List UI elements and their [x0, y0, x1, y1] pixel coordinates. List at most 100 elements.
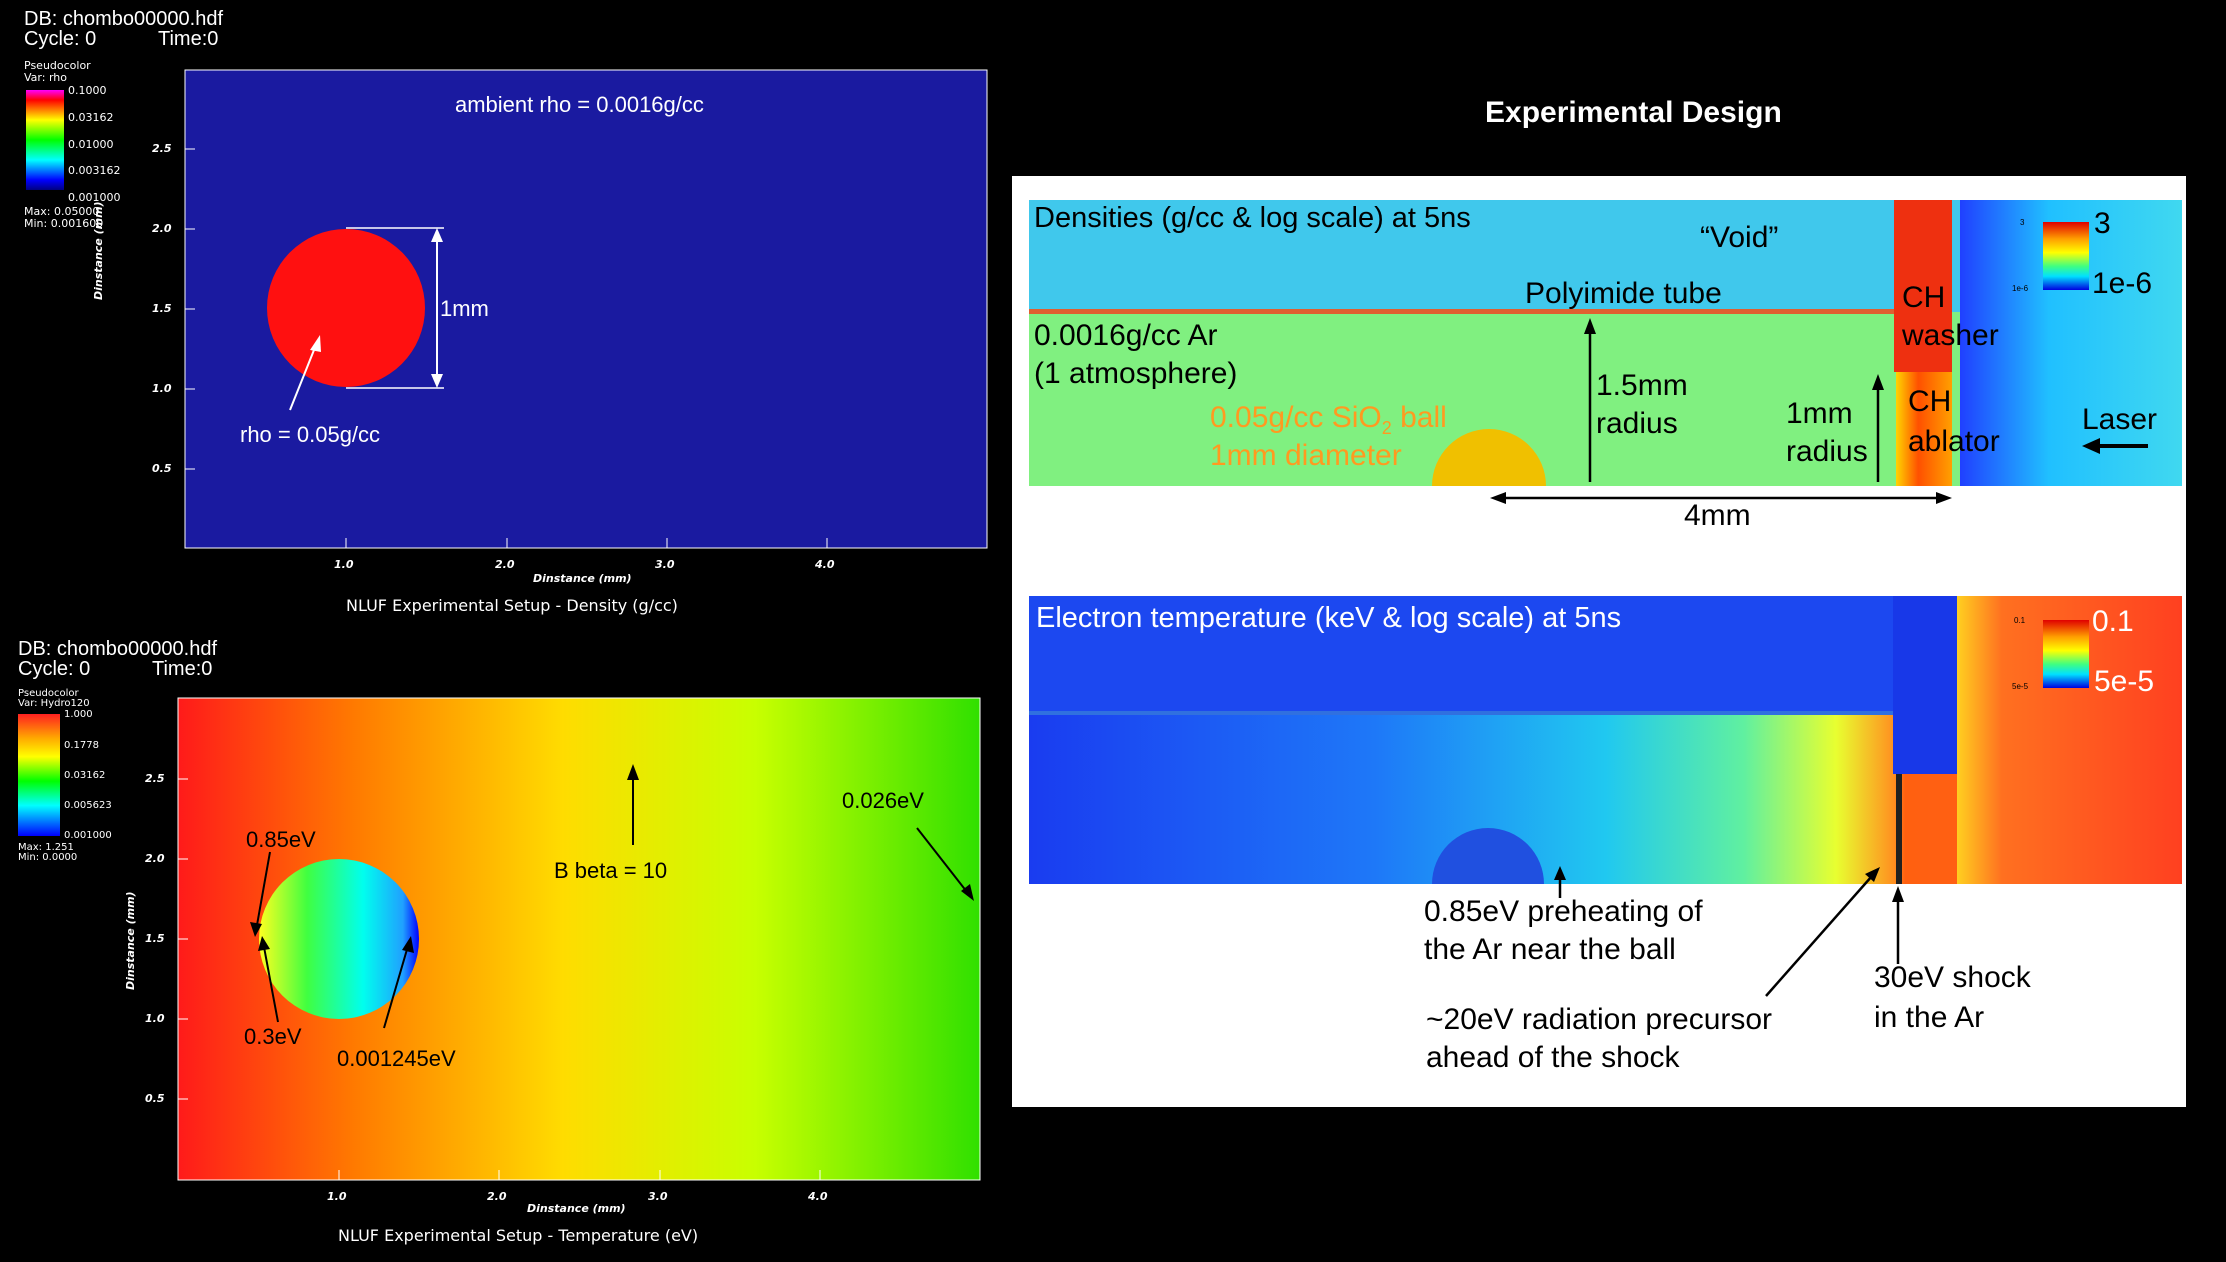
rho-arrow: [289, 344, 317, 411]
y-tick: 2.0: [145, 852, 165, 865]
arrowhead-icon: [961, 884, 974, 901]
size-label: 1mm: [440, 296, 489, 321]
x-tick: 4.0: [815, 558, 835, 571]
y-tick: 1.0: [152, 382, 172, 395]
legend-tick: 0.01000: [68, 138, 114, 151]
legend-tick: 0.005623: [64, 800, 112, 811]
t085-arrow: [256, 851, 271, 926]
temperature-scale-small-top: 0.1: [2014, 616, 2026, 625]
y-axis-ticks: [178, 778, 188, 1100]
legend-tick: 0.03162: [68, 111, 114, 124]
legend-tick: 0.001000: [68, 191, 121, 204]
x-tick: 4.0: [808, 1190, 828, 1203]
density-scale-top: 3: [2094, 207, 2111, 240]
washer-temp: [1893, 596, 1957, 774]
preheat-label-2: the Ar near the ball: [1424, 933, 1676, 966]
density-heading: Densities (g/cc & log scale) at 5ns: [1034, 202, 1471, 234]
arrowhead-icon: [431, 228, 443, 242]
arrowhead-icon: [310, 335, 321, 352]
x-tick: 1.0: [334, 558, 354, 571]
washer-label-1: CH: [1902, 281, 1946, 314]
db-label: DB: chombo00000.hdf: [18, 638, 218, 660]
ablator-label-1: CH: [1908, 385, 1952, 418]
density-scale-small-top: 3: [2020, 218, 2025, 227]
legend-tick: 0.003162: [68, 164, 121, 177]
ch-washer: [1894, 200, 1952, 372]
arrowhead-icon: [1936, 492, 1952, 504]
y-tick: 0.5: [145, 1092, 165, 1105]
precursor-label-1: ~20eV radiation precursor: [1426, 1003, 1773, 1036]
precursor-arrow: [1765, 875, 1873, 997]
legend-var: Var: rho: [24, 71, 67, 84]
cycle-label: Cycle: 0: [24, 28, 97, 50]
design-title: Experimental Design: [1485, 96, 1782, 129]
arrowhead-icon: [1554, 866, 1566, 880]
temperature-scale-top: 0.1: [2092, 605, 2134, 638]
time-label: Time:0: [158, 28, 219, 50]
arrowhead-icon: [2082, 438, 2100, 454]
arrowhead-icon: [1872, 374, 1884, 390]
legend-title: Pseudocolor: [24, 59, 91, 72]
legend-max: Max: 0.05000: [24, 205, 100, 218]
temperature-scale-bottom: 5e-5: [2094, 665, 2155, 698]
ball-label-2: 1mm diameter: [1210, 439, 1402, 472]
y-tick: 2.5: [152, 142, 172, 155]
y-tick: 1.5: [145, 932, 165, 945]
legend-tick: 0.1778: [64, 740, 99, 751]
radius-1-label-2: radius: [1786, 435, 1868, 468]
distance-label: 4mm: [1684, 499, 1751, 532]
temperature-plot: [177, 697, 981, 1181]
x-tick: 3.0: [648, 1190, 668, 1203]
argon-label-1: 0.0016g/cc Ar: [1034, 319, 1218, 352]
arrowhead-icon: [1865, 867, 1880, 882]
rho-ball-label: rho = 0.05g/cc: [240, 422, 381, 447]
ambient-label: ambient rho = 0.0016g/cc: [455, 92, 704, 117]
temperature-scale-bar: [2043, 620, 2089, 688]
ch-ablator: [1896, 372, 1952, 486]
bbeta-label: B beta = 10: [554, 858, 668, 883]
radius-1-label-1: 1mm: [1786, 397, 1853, 430]
t085-label: 0.85eV: [246, 827, 316, 852]
arrowhead-icon: [1892, 886, 1904, 902]
temp-ball: [1432, 828, 1544, 884]
temperature-colorbar: [18, 714, 60, 836]
temperature-ball: [259, 859, 419, 1019]
t0012-arrow: [383, 945, 409, 1029]
shock-label-2: in the Ar: [1874, 1001, 1985, 1034]
tube-wall-temp: [1029, 711, 1893, 715]
density-scale-small-bottom: 1e-6: [2012, 284, 2029, 293]
arrowhead-icon: [258, 936, 270, 951]
x-tick: 1.0: [327, 1190, 347, 1203]
x-tick: 3.0: [655, 558, 675, 571]
y-tick: 1.5: [152, 302, 172, 315]
time-label: Time:0: [152, 658, 213, 680]
t0026-label: 0.026eV: [842, 788, 924, 813]
polyimide-tube-wall: [1029, 309, 1894, 314]
tube-void-region: [1029, 596, 1893, 714]
tube-label: Polyimide tube: [1525, 277, 1722, 310]
arrowhead-icon: [250, 922, 262, 937]
radius-15-label-2: radius: [1596, 407, 1678, 440]
legend-max: Max: 1.251: [18, 842, 74, 853]
y-tick: 2.5: [145, 772, 165, 785]
shock-front: [1896, 774, 1902, 884]
arrowhead-icon: [402, 936, 414, 953]
arrowhead-icon: [1584, 318, 1596, 334]
y-tick: 0.5: [152, 462, 172, 475]
density-colorbar: [26, 90, 64, 190]
legend-var: Var: Hydro120: [18, 698, 90, 709]
legend-tick: 0.03162: [64, 770, 106, 781]
arrowhead-icon: [1490, 492, 1506, 504]
y-tick: 2.0: [152, 222, 172, 235]
x-tick: 2.0: [495, 558, 515, 571]
density-scale-bar: [2043, 222, 2089, 290]
radius-15-label-1: 1.5mm: [1596, 369, 1688, 402]
shock-label-1: 30eV shock: [1874, 961, 2031, 994]
density-scale-bottom: 1e-6: [2092, 267, 2153, 300]
arrowhead-icon: [627, 764, 639, 780]
legend-min: Min: 0.0000: [18, 852, 78, 863]
x-axis-ticks: [345, 538, 828, 548]
precursor-label-2: ahead of the shock: [1426, 1041, 1680, 1074]
temperature-caption: NLUF Experimental Setup - Temperature (e…: [338, 1226, 699, 1245]
